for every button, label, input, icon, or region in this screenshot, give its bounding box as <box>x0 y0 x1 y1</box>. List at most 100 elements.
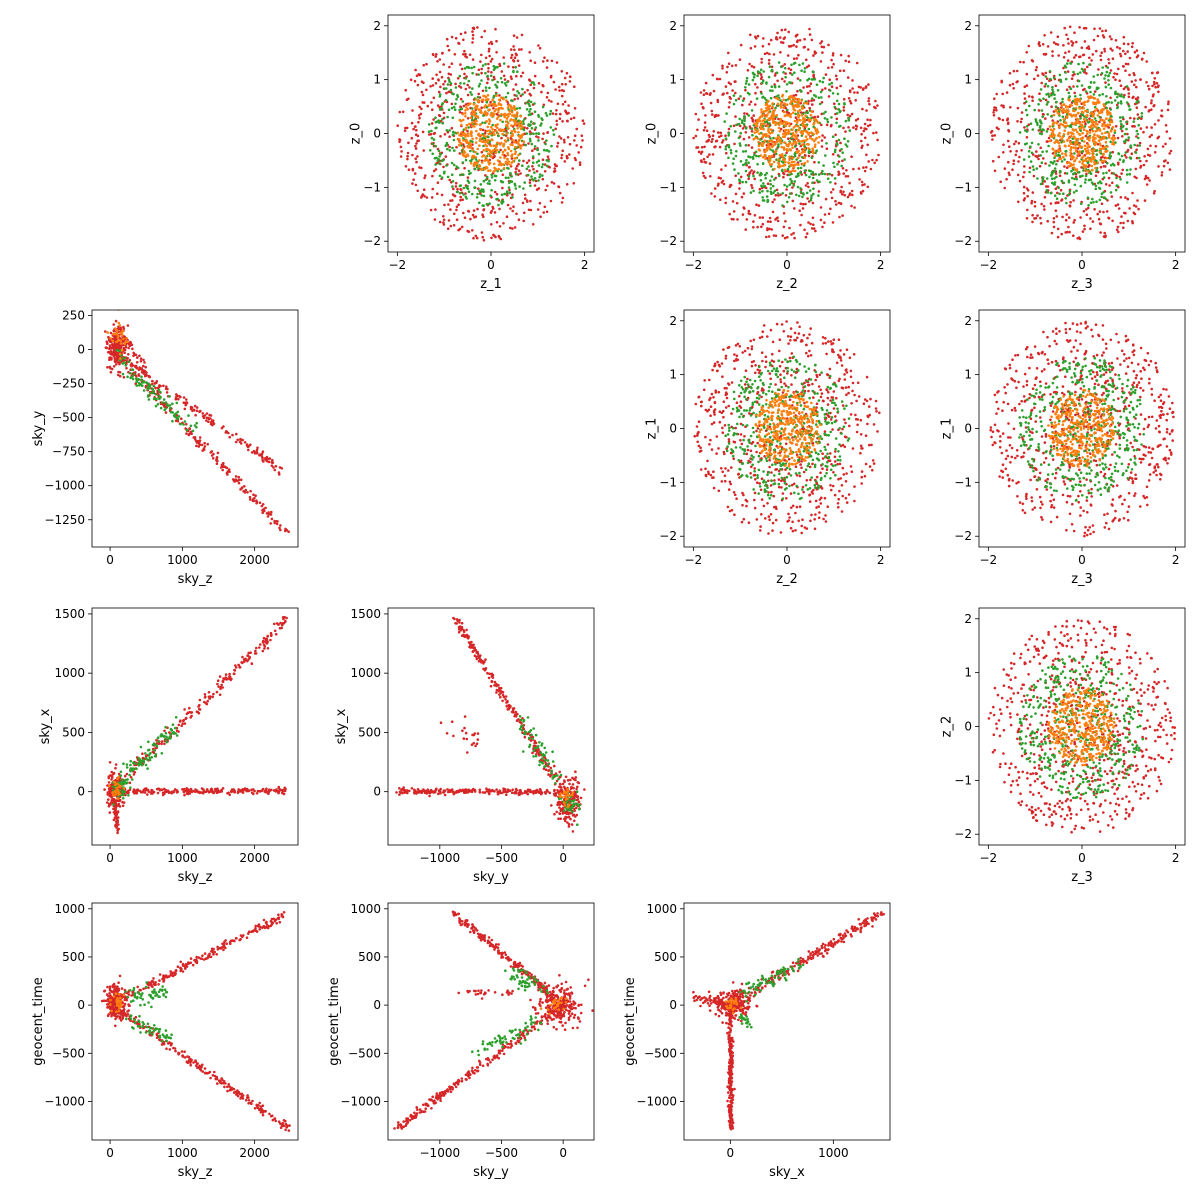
data-point <box>1157 165 1160 168</box>
data-point <box>474 158 478 161</box>
data-point <box>995 109 998 112</box>
data-point <box>765 235 768 239</box>
data-point <box>771 105 774 109</box>
data-point <box>422 149 426 152</box>
data-point <box>1056 159 1059 163</box>
data-point <box>769 220 772 223</box>
x-tick-label: 0 <box>1078 258 1086 272</box>
data-point <box>462 82 466 85</box>
data-point <box>1102 176 1106 179</box>
data-point <box>1008 72 1012 75</box>
data-point <box>438 114 442 118</box>
data-point <box>856 117 860 121</box>
data-point <box>1078 100 1082 103</box>
data-point <box>461 100 465 103</box>
data-point <box>1104 140 1108 144</box>
data-point <box>1101 124 1104 128</box>
data-point <box>1111 219 1114 223</box>
data-point <box>776 137 780 140</box>
data-point <box>561 196 565 200</box>
data-point <box>752 114 755 117</box>
data-point <box>458 108 461 112</box>
data-point <box>812 70 815 74</box>
data-point <box>794 112 797 116</box>
data-point <box>1066 37 1070 41</box>
data-point <box>522 128 526 132</box>
data-point <box>488 129 491 132</box>
data-point <box>454 36 458 40</box>
data-point <box>1111 162 1115 166</box>
data-point <box>1069 151 1072 154</box>
data-point <box>511 66 515 69</box>
data-point <box>1027 95 1031 98</box>
data-point <box>763 153 766 157</box>
data-point <box>1081 131 1084 135</box>
data-point <box>546 91 550 95</box>
data-point <box>1051 85 1054 89</box>
data-point <box>766 107 770 111</box>
data-point <box>1058 108 1062 112</box>
data-point <box>735 201 739 205</box>
data-point <box>835 77 839 81</box>
data-point <box>456 166 460 170</box>
data-point <box>872 131 875 135</box>
data-point <box>482 134 486 138</box>
data-point <box>1072 70 1075 74</box>
data-point <box>848 192 852 195</box>
data-point <box>456 77 460 80</box>
data-point <box>534 179 538 183</box>
data-point <box>1098 186 1101 190</box>
data-point <box>1092 114 1095 118</box>
data-point <box>405 98 409 102</box>
data-point <box>1091 197 1094 201</box>
data-point <box>553 167 556 170</box>
data-point <box>774 121 777 124</box>
data-point <box>755 203 758 206</box>
data-point <box>1135 135 1138 138</box>
data-point <box>1092 157 1096 161</box>
data-point <box>751 118 754 121</box>
data-point <box>1101 66 1104 69</box>
data-point <box>1008 145 1011 148</box>
data-point <box>1128 56 1132 60</box>
data-point <box>493 100 496 104</box>
data-point <box>566 136 570 139</box>
data-point <box>1084 159 1088 162</box>
data-point <box>787 132 790 136</box>
data-point <box>247 448 250 452</box>
data-point <box>1082 69 1085 73</box>
x-tick-label: 2 <box>877 258 885 272</box>
data-point <box>733 142 736 146</box>
data-point <box>1071 41 1075 45</box>
data-point <box>744 131 748 134</box>
data-point <box>567 104 570 107</box>
data-point <box>243 491 247 494</box>
data-point <box>799 190 803 194</box>
data-point <box>1125 127 1128 131</box>
data-point <box>252 493 255 497</box>
data-point <box>844 119 848 123</box>
data-point <box>767 111 771 114</box>
data-point <box>430 136 434 140</box>
data-point <box>833 165 836 169</box>
data-point <box>472 65 476 69</box>
data-point <box>850 189 854 193</box>
data-point <box>1041 150 1044 154</box>
data-point <box>500 80 504 84</box>
data-point <box>860 139 863 143</box>
data-point <box>1106 149 1109 153</box>
data-point <box>734 115 737 118</box>
data-point <box>550 144 553 148</box>
data-point <box>1051 122 1055 125</box>
data-point <box>710 109 714 113</box>
data-point <box>403 129 407 133</box>
data-point <box>1096 161 1100 165</box>
data-point <box>782 146 786 149</box>
data-point <box>1031 213 1034 217</box>
data-point <box>499 103 503 107</box>
data-point <box>417 73 421 76</box>
data-point <box>767 58 771 62</box>
data-point <box>776 219 780 223</box>
data-point <box>853 206 856 209</box>
data-point <box>1066 139 1069 142</box>
